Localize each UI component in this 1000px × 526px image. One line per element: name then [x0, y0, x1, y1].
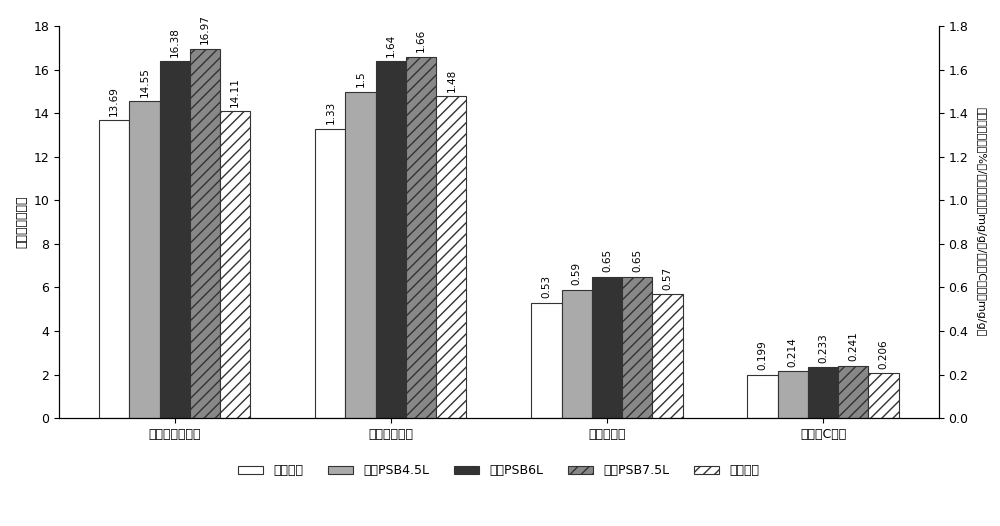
Bar — [778, 371, 808, 418]
Bar — [220, 111, 250, 418]
Bar — [160, 62, 190, 418]
Bar — [315, 128, 345, 418]
Bar — [622, 277, 652, 418]
Bar — [190, 48, 220, 418]
Bar — [652, 294, 683, 418]
Text: 16.38: 16.38 — [170, 27, 180, 57]
Text: 0.241: 0.241 — [848, 331, 858, 361]
Bar — [592, 277, 622, 418]
Text: 0.57: 0.57 — [662, 267, 672, 290]
Bar — [747, 375, 778, 418]
Text: 1.33: 1.33 — [325, 101, 335, 124]
Bar — [808, 367, 838, 418]
Text: 0.53: 0.53 — [541, 275, 551, 298]
Bar — [376, 61, 406, 418]
Text: 0.65: 0.65 — [602, 249, 612, 272]
Text: 1.48: 1.48 — [446, 68, 456, 92]
Text: 13.69: 13.69 — [109, 86, 119, 116]
Text: 0.206: 0.206 — [879, 339, 889, 369]
Bar — [838, 366, 868, 418]
Text: 1.64: 1.64 — [386, 34, 396, 57]
Text: 14.11: 14.11 — [230, 77, 240, 107]
Bar — [531, 302, 562, 418]
Text: 16.97: 16.97 — [200, 14, 210, 44]
Text: 0.59: 0.59 — [572, 262, 582, 285]
Y-axis label: 可溶性糖含量（%）/叶绿素总量（mg/g）/维生素C含量（mg/g）: 可溶性糖含量（%）/叶绿素总量（mg/g）/维生素C含量（mg/g） — [975, 107, 985, 337]
Bar — [345, 92, 376, 418]
Bar — [99, 120, 129, 418]
Bar — [562, 290, 592, 418]
Y-axis label: 可溶性蛋白含量: 可溶性蛋白含量 — [15, 196, 28, 248]
Text: 0.214: 0.214 — [788, 337, 798, 367]
Legend: 空白对照, 好氧PSB4.5L, 好氧PSB6L, 好氧PSB7.5L, 好氧出水: 空白对照, 好氧PSB4.5L, 好氧PSB6L, 好氧PSB7.5L, 好氧出… — [233, 459, 764, 482]
Bar — [129, 102, 160, 418]
Text: 0.199: 0.199 — [758, 341, 768, 370]
Bar — [868, 373, 899, 418]
Bar — [406, 57, 436, 418]
Text: 0.233: 0.233 — [818, 333, 828, 363]
Text: 1.66: 1.66 — [416, 29, 426, 52]
Text: 0.65: 0.65 — [632, 249, 642, 272]
Text: 1.5: 1.5 — [356, 70, 366, 87]
Bar — [436, 96, 466, 418]
Text: 14.55: 14.55 — [140, 67, 150, 97]
